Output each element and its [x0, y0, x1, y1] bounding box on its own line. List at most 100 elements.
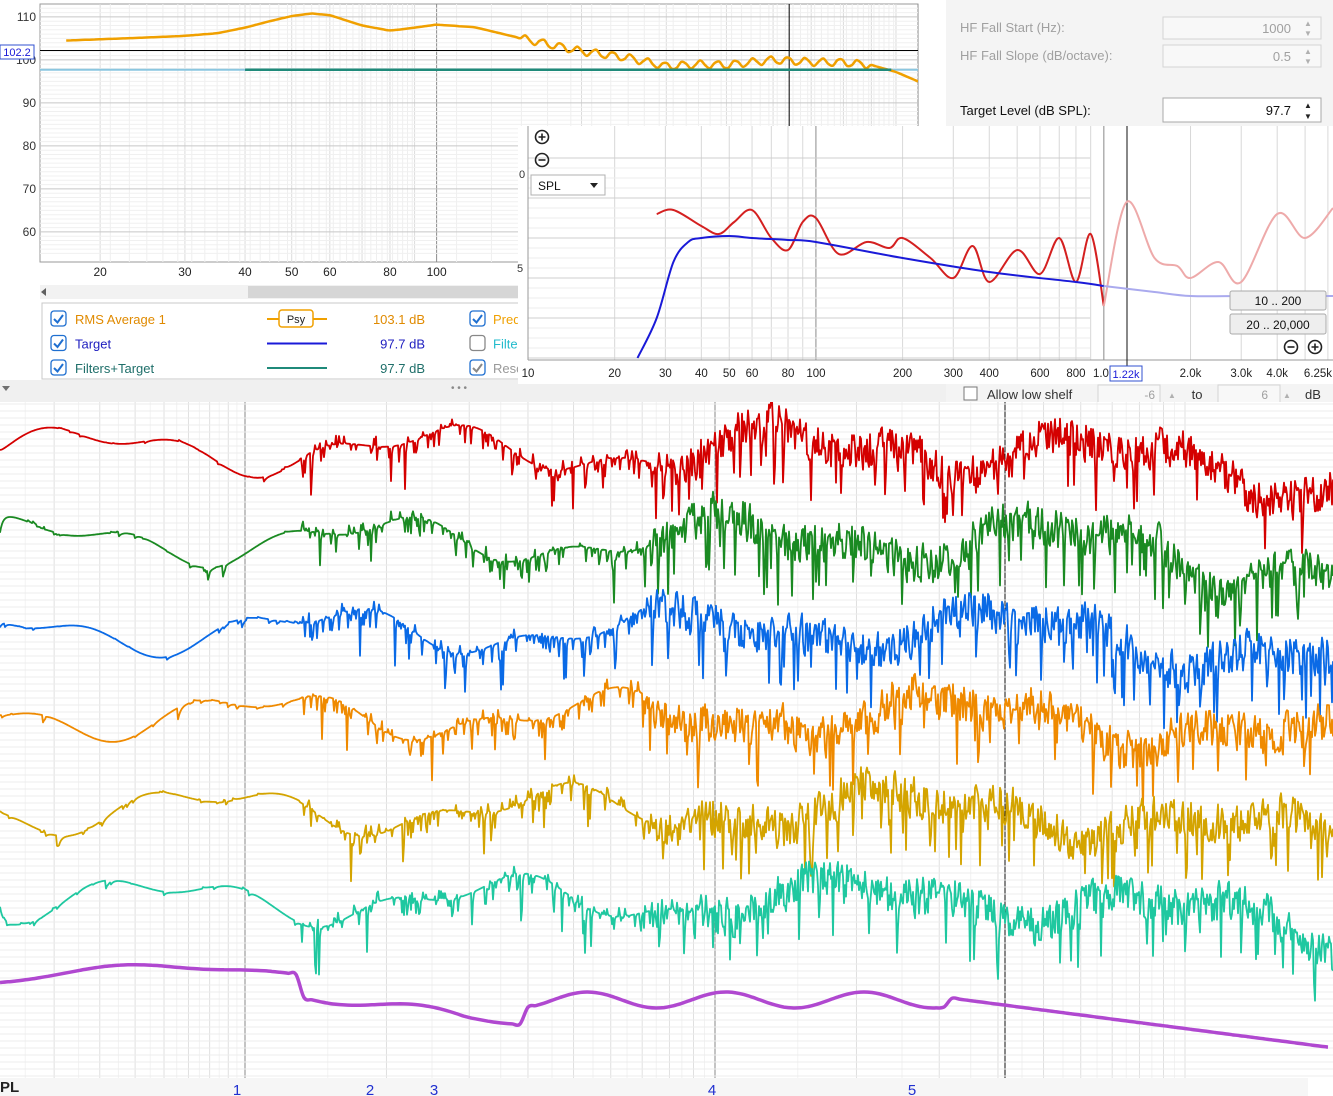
check-icon [472, 314, 483, 325]
marker-label: 1 [233, 1082, 241, 1096]
legend-row[interactable]: RMS Average 1 Psy 103.1 dB [50, 309, 425, 328]
legend-row[interactable]: Filters+Target 97.7 dB [50, 359, 425, 376]
hf-fall-start-value: 1000 [1262, 21, 1291, 36]
series-red-extension [1102, 200, 1333, 307]
spin-down-icon[interactable]: ▼ [1304, 112, 1312, 121]
spl-dropdown-box[interactable] [530, 174, 606, 196]
target-level-field[interactable] [1162, 97, 1322, 123]
psy-button-label: Psy [287, 314, 306, 326]
allow-low-shelf-label: Allow low shelf [987, 387, 1073, 402]
series-blue [636, 234, 1104, 359]
range-button-20-20000[interactable]: 20 .. 20,000 [1229, 313, 1327, 335]
minus-icon[interactable] [1283, 339, 1299, 355]
x-tick-label: 4.0k [1266, 368, 1288, 380]
overlay-edge-partial-2: 5 [517, 263, 523, 275]
x-tick-label: 20 [608, 368, 621, 380]
low-shelf-from-value: -6 [1144, 388, 1155, 402]
hf-fall-slope-field[interactable] [1162, 44, 1322, 68]
splitter-grip-icon[interactable]: • • • [451, 383, 468, 394]
series-rms-average [66, 12, 918, 83]
x-tick-label: 60 [323, 265, 337, 279]
check-icon [53, 363, 64, 374]
range-button-10-200[interactable]: 10 .. 200 [1229, 290, 1327, 311]
check-icon [53, 338, 64, 349]
x-tick-label: 2.0k [1180, 368, 1202, 380]
x-tick-label: 40 [238, 265, 252, 279]
bottom-axis-strip [0, 1078, 1308, 1096]
series-red [656, 208, 1105, 307]
bottom-series-average [0, 962, 1329, 1049]
low-shelf-to-field[interactable] [1217, 384, 1281, 404]
x-tick-label: 400 [980, 368, 999, 380]
top-curves [40, 4, 918, 262]
collapse-arrow-icon[interactable] [2, 386, 10, 391]
zoom-in-icon[interactable] [534, 129, 550, 145]
legend-box [41, 302, 527, 380]
x-tick-label: 1.0k [1093, 368, 1115, 380]
marker-label: 4 [708, 1082, 716, 1096]
x-tick-label: 300 [944, 368, 963, 380]
spin-up-icon[interactable]: ▲ [1304, 47, 1312, 56]
legend-checkbox[interactable] [469, 310, 486, 327]
top-cursor-readout-box [0, 44, 35, 60]
x-tick-label: 80 [383, 265, 397, 279]
x-tick-label: 80 [782, 368, 795, 380]
plus-icon[interactable] [1307, 339, 1323, 355]
legend-row-right[interactable]: Filte [469, 334, 518, 352]
spin-up-icon[interactable]: ▲ [1304, 19, 1312, 28]
bottom-curves [0, 402, 1333, 1049]
legend-label: Filters+Target [75, 361, 154, 376]
range-button-2-bg[interactable] [1229, 313, 1327, 335]
marker-label: 2 [366, 1082, 374, 1096]
spl-dropdown[interactable]: SPL [530, 174, 606, 196]
spin-icon[interactable]: ▲ [1283, 391, 1291, 400]
legend-checkbox[interactable] [469, 334, 486, 352]
hf-fall-start-label: HF Fall Start (Hz): [960, 20, 1065, 35]
marker-label: 3 [430, 1082, 438, 1096]
target-level-value: 97.7 [1266, 103, 1291, 118]
legend-label: RMS Average 1 [75, 312, 166, 327]
allow-low-shelf-checkbox[interactable] [963, 386, 978, 401]
hf-fall-start-field[interactable] [1162, 16, 1322, 40]
legend-row-right[interactable]: Pred [469, 310, 520, 327]
top-scrollbar[interactable] [40, 285, 518, 299]
zoom-out-icon[interactable] [534, 152, 550, 168]
y-tick-label: 70 [23, 182, 37, 196]
hf-fall-slope-value: 0.5 [1273, 49, 1291, 64]
scroll-left-icon[interactable] [41, 288, 46, 296]
x-tick-label: 100 [427, 265, 447, 279]
legend-value: 97.7 dB [380, 337, 425, 352]
legend-row-right[interactable]: Resc [469, 359, 523, 376]
settings-panel: HF Fall Start (Hz): 1000 ▲ ▼ HF Fall Slo… [946, 0, 1333, 404]
spin-up-icon[interactable]: ▲ [1304, 101, 1312, 110]
bottom-series-2 [0, 490, 1333, 648]
legend-label: Pred [493, 312, 520, 327]
x-tick-label: 600 [1030, 368, 1049, 380]
splitter-bg[interactable] [0, 380, 946, 402]
x-tick-label: 200 [893, 368, 912, 380]
y-tick-label: 90 [23, 96, 37, 110]
bottom-graph[interactable]: PL 1 2 3 4 5 [0, 400, 1333, 1096]
scrollbar-thumb[interactable] [248, 286, 518, 298]
legend-checkbox[interactable] [50, 334, 67, 352]
legend-checkbox[interactable] [469, 359, 486, 376]
legend-row[interactable]: Target 97.7 dB [50, 334, 425, 352]
legend-checkbox[interactable] [50, 359, 67, 376]
spin-down-icon[interactable]: ▼ [1304, 29, 1312, 38]
overlay-graph[interactable]: 10 20 30 40 50 60 80 100 200 300 400 600 800 1.0k 2.0k… [517, 126, 1333, 384]
spin-icon[interactable]: ▲ [1168, 391, 1176, 400]
chevron-down-icon[interactable] [590, 183, 598, 188]
y-tick-label: 60 [23, 225, 37, 239]
range-button-2-label: 20 .. 20,000 [1246, 318, 1310, 332]
y-tick-label: 80 [23, 139, 37, 153]
low-shelf-unit: dB [1305, 387, 1321, 402]
overlay-x-tick-labels: 10 20 30 40 50 60 80 100 200 300 400 600 800 1.0k 2.0k… [522, 368, 1333, 380]
spin-down-icon[interactable]: ▼ [1304, 57, 1312, 66]
spl-dropdown-value: SPL [538, 179, 561, 193]
range-button-1-bg[interactable] [1229, 290, 1327, 311]
psy-button[interactable] [278, 309, 314, 328]
splitter-bar[interactable]: • • • [0, 380, 946, 402]
x-tick-label: 30 [178, 265, 192, 279]
legend-checkbox[interactable] [50, 310, 67, 327]
